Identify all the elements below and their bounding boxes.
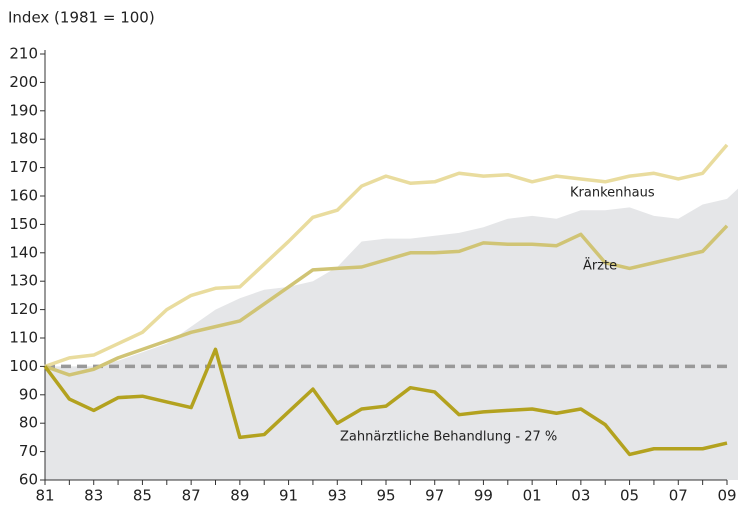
x-tick-label: 05: [620, 487, 639, 505]
y-tick-label: 200: [9, 73, 38, 91]
line: [43, 347, 728, 457]
line: [44, 143, 729, 369]
y-tick-label: 180: [9, 130, 38, 148]
y-tick-label: 140: [9, 243, 38, 261]
x-tick-label: 81: [35, 487, 54, 505]
series-label: Krankenhaus: [570, 186, 655, 201]
y-tick-label: 170: [9, 158, 38, 176]
y-tick-label: 70: [19, 442, 38, 460]
line: [44, 224, 729, 377]
x-tick-label: 93: [328, 487, 347, 505]
x-tick-label: 03: [571, 487, 590, 505]
x-tick-label: 95: [376, 487, 395, 505]
y-tick-label: 150: [9, 215, 38, 233]
y-tick-label: 100: [9, 357, 38, 375]
y-tick-label: 110: [9, 329, 38, 347]
y-tick-label: 130: [9, 272, 38, 290]
area: [45, 188, 738, 480]
y-tick-label: 60: [19, 471, 38, 489]
y-tick-label: 190: [9, 101, 38, 119]
series-label: Ärzte: [583, 258, 617, 274]
x-tick-label: 89: [230, 487, 249, 505]
x-tick-label: 07: [669, 487, 688, 505]
x-tick-label: 87: [182, 487, 201, 505]
y-tick-label: 90: [19, 385, 38, 403]
x-tick-label: 09: [717, 487, 736, 505]
x-tick-label: 83: [84, 487, 103, 505]
x-tick-label: 91: [279, 487, 298, 505]
x-tick-label: 97: [425, 487, 444, 505]
x-tick-label: 85: [133, 487, 152, 505]
x-tick-label: 99: [474, 487, 493, 505]
x-tick-label: 01: [523, 487, 542, 505]
series-label: Zahnärztliche Behandlung - 27 %: [340, 430, 557, 445]
axis-title: Index (1981 = 100): [8, 9, 155, 27]
y-tick-label: 120: [9, 300, 38, 318]
y-tick-label: 160: [9, 187, 38, 205]
y-tick-label: 80: [19, 414, 38, 432]
y-tick-label: 210: [9, 45, 38, 63]
